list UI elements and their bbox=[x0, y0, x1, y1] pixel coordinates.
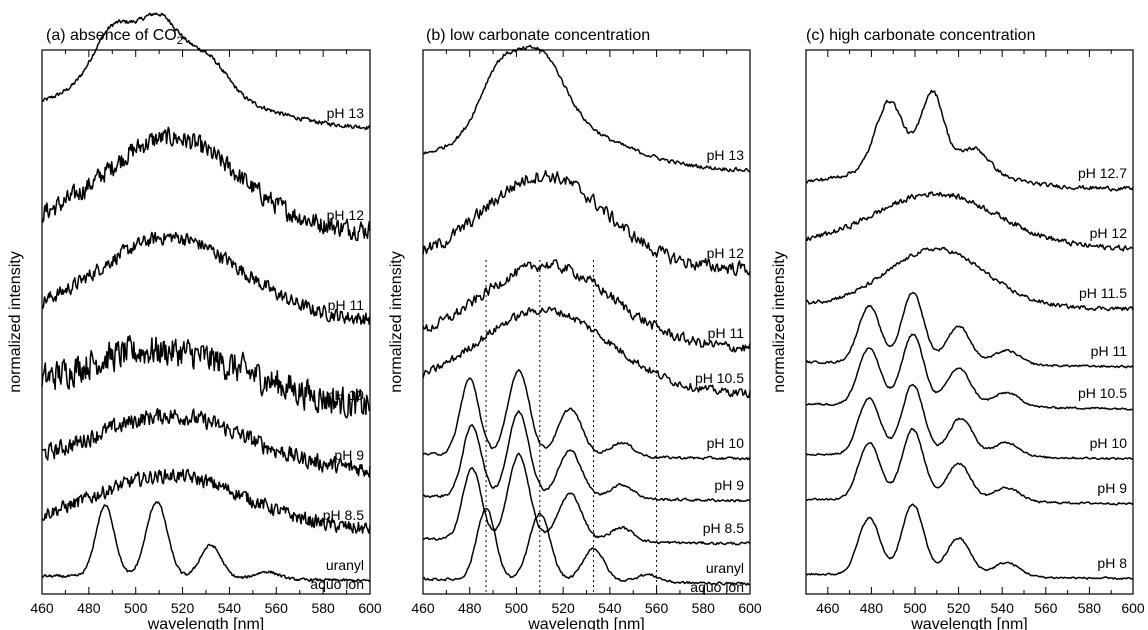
spectrum-line bbox=[41, 12, 371, 131]
series-label: pH 12 bbox=[327, 207, 365, 223]
panel-1: (a) absence of CO2 460 480 500 520 540 560 580 6… bbox=[7, 12, 382, 630]
spectrum-line bbox=[41, 407, 371, 478]
panel-title: (c) high carbonate concentration bbox=[806, 27, 1035, 44]
x-tick-label: 460 bbox=[816, 600, 840, 616]
spectrum-line bbox=[805, 191, 1134, 252]
series-label: pH 11 bbox=[708, 325, 745, 341]
spectrum-line bbox=[805, 246, 1134, 312]
x-tick-label: 500 bbox=[505, 600, 529, 616]
panel-2: (b) low carbonate concentration 460 480 500… bbox=[388, 27, 762, 630]
x-tick-label: 480 bbox=[458, 600, 482, 616]
spectrum-line bbox=[422, 44, 751, 173]
spectrum-line bbox=[422, 508, 751, 586]
x-tick-label: 500 bbox=[903, 600, 927, 616]
series-label: uranyl bbox=[326, 557, 364, 573]
y-axis-label: normalized intensity bbox=[7, 251, 24, 392]
spectrum-line bbox=[805, 427, 1134, 506]
x-tick-label: 500 bbox=[124, 600, 148, 616]
spectrum-line bbox=[41, 126, 371, 242]
spectrum-line bbox=[41, 231, 371, 326]
series-label: pH 13 bbox=[707, 147, 745, 163]
plot-frame bbox=[41, 49, 371, 595]
x-tick-label: 520 bbox=[171, 600, 195, 616]
x-tick-label: 540 bbox=[991, 600, 1015, 616]
x-tick-label: 580 bbox=[692, 600, 716, 616]
x-tick-label: 600 bbox=[1121, 600, 1145, 616]
series-label: pH 8 bbox=[1097, 555, 1127, 571]
plot-frame bbox=[422, 49, 751, 595]
series-label: pH 10.5 bbox=[695, 370, 744, 386]
y-axis-label: normalized intensity bbox=[771, 251, 788, 392]
spectrum-line bbox=[41, 335, 371, 419]
spectrum-line bbox=[805, 333, 1134, 411]
series-label: pH 10.5 bbox=[1078, 385, 1127, 401]
spectrum-line bbox=[41, 468, 371, 534]
x-tick-label: 480 bbox=[860, 600, 884, 616]
x-tick-label: 560 bbox=[265, 600, 289, 616]
series-label: pH 9 bbox=[334, 447, 364, 463]
spectrum-line bbox=[422, 306, 751, 399]
series-label: pH 10 bbox=[327, 387, 365, 403]
x-tick-label: 520 bbox=[947, 600, 971, 616]
series-label: pH 12 bbox=[1090, 225, 1128, 241]
x-tick-label: 600 bbox=[358, 600, 382, 616]
x-tick-label: 520 bbox=[551, 600, 575, 616]
series-label: pH 12 bbox=[707, 245, 745, 261]
y-axis-label: normalized intensity bbox=[388, 251, 405, 392]
spectrum-line bbox=[805, 291, 1134, 369]
spectrum-line bbox=[805, 383, 1134, 461]
series-label-line2: aquo ion bbox=[310, 576, 364, 592]
panel-title: (b) low carbonate concentration bbox=[426, 27, 650, 44]
x-tick-label: 540 bbox=[598, 600, 622, 616]
series-label: pH 10 bbox=[1090, 435, 1128, 451]
panel-title: (a) absence of CO2 bbox=[46, 27, 183, 47]
spectrum-line bbox=[422, 169, 751, 277]
x-tick-label: 560 bbox=[645, 600, 669, 616]
x-axis-label: wavelength [nm] bbox=[910, 616, 1028, 630]
series-label: pH 9 bbox=[1097, 480, 1127, 496]
spectrum-line bbox=[41, 501, 371, 583]
series-label: pH 9 bbox=[714, 477, 744, 493]
spectrum-line bbox=[422, 452, 751, 546]
series-label: pH 11.5 bbox=[1079, 285, 1127, 301]
title-subscript: 2 bbox=[177, 35, 183, 47]
spectrum-line bbox=[805, 503, 1134, 580]
series-label: pH 13 bbox=[327, 105, 365, 121]
series-label: uranyl bbox=[706, 560, 744, 576]
series-label: pH 11 bbox=[1091, 343, 1128, 359]
spectrum-line bbox=[805, 89, 1134, 192]
series-label: pH 12.7 bbox=[1078, 165, 1127, 181]
x-tick-label: 580 bbox=[1078, 600, 1102, 616]
x-tick-label: 460 bbox=[30, 600, 54, 616]
series-label: pH 8.5 bbox=[703, 520, 744, 536]
x-tick-label: 460 bbox=[411, 600, 435, 616]
series-label: pH 8.5 bbox=[323, 507, 364, 523]
x-tick-label: 560 bbox=[1034, 600, 1058, 616]
plot-frame bbox=[805, 49, 1134, 595]
spectrum-line bbox=[422, 369, 751, 461]
x-axis-label: wavelength [nm] bbox=[527, 616, 645, 630]
x-tick-label: 580 bbox=[311, 600, 335, 616]
x-tick-label: 540 bbox=[218, 600, 242, 616]
series-label: pH 11 bbox=[328, 297, 365, 313]
spectrum-line bbox=[422, 259, 751, 353]
panel-3: (c) high carbonate concentration 460 480 50… bbox=[771, 27, 1145, 630]
series-label-line2: aquo ion bbox=[690, 579, 744, 595]
series-label: pH 10 bbox=[707, 435, 745, 451]
x-tick-label: 600 bbox=[738, 600, 762, 616]
spectrum-line bbox=[422, 410, 751, 503]
x-tick-label: 480 bbox=[77, 600, 101, 616]
x-axis-label: wavelength [nm] bbox=[147, 616, 265, 630]
